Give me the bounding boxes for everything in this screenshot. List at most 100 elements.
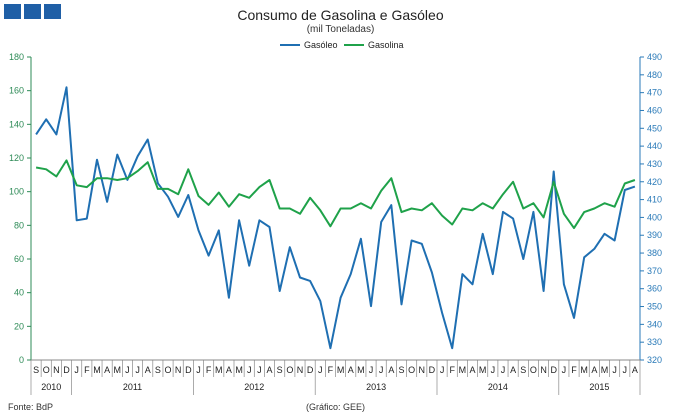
month-label: O	[530, 365, 537, 375]
year-label: 2012	[244, 382, 264, 392]
chart-subtitle: (mil Toneladas)	[306, 24, 375, 35]
month-label: S	[155, 365, 161, 375]
month-label: D	[429, 365, 436, 375]
month-label: N	[297, 365, 304, 375]
month-label: D	[185, 365, 192, 375]
right-tick-label: 390	[647, 230, 662, 240]
month-label: J	[196, 365, 201, 375]
left-tick-label: 100	[9, 187, 24, 197]
month-label: O	[408, 365, 415, 375]
month-label: F	[328, 365, 334, 375]
month-label: D	[550, 365, 557, 375]
month-label: M	[601, 365, 609, 375]
year-label: 2015	[589, 382, 609, 392]
right-tick-label: 450	[647, 123, 662, 133]
right-tick-label: 380	[647, 248, 662, 258]
left-tick-label: 40	[14, 288, 24, 298]
month-label: J	[257, 365, 262, 375]
month-label: J	[74, 365, 79, 375]
month-label: M	[215, 365, 223, 375]
right-tick-label: 340	[647, 319, 662, 329]
gasoleo-series-line	[35, 86, 636, 350]
month-label: J	[491, 365, 496, 375]
logo-square	[44, 4, 61, 19]
month-label: J	[379, 365, 384, 375]
month-label: A	[632, 365, 638, 375]
month-label: A	[104, 365, 110, 375]
right-tick-label: 490	[647, 52, 662, 62]
month-label: J	[562, 365, 567, 375]
month-label: M	[337, 365, 345, 375]
month-label: A	[348, 365, 354, 375]
right-tick-label: 480	[647, 70, 662, 80]
logo-square	[24, 4, 41, 19]
left-tick-label: 60	[14, 254, 24, 264]
right-tick-label: 350	[647, 302, 662, 312]
gasolina-series-line	[35, 159, 636, 230]
month-label: O	[286, 365, 293, 375]
right-tick-label: 460	[647, 105, 662, 115]
month-label: N	[175, 365, 182, 375]
legend-label: Gasolina	[368, 40, 404, 50]
left-tick-label: 180	[9, 52, 24, 62]
month-label: A	[510, 365, 516, 375]
year-label: 2013	[366, 382, 386, 392]
month-label: N	[419, 365, 426, 375]
legend-label: Gasóleo	[304, 40, 338, 50]
month-label: J	[623, 365, 628, 375]
right-tick-label: 410	[647, 195, 662, 205]
month-label: M	[479, 365, 487, 375]
month-label: S	[33, 365, 39, 375]
credit-note: (Gráfico: GEE)	[306, 402, 366, 412]
month-label: M	[459, 365, 467, 375]
month-label: J	[440, 365, 445, 375]
month-label: M	[93, 365, 101, 375]
right-tick-label: 360	[647, 284, 662, 294]
month-label: J	[369, 365, 374, 375]
right-tick-label: 440	[647, 141, 662, 151]
month-label: M	[580, 365, 588, 375]
month-label: J	[318, 365, 323, 375]
chart-title: Consumo de Gasolina e Gasóleo	[237, 7, 444, 23]
month-label: S	[398, 365, 404, 375]
right-tick-label: 420	[647, 177, 662, 187]
logo-square	[4, 4, 21, 19]
month-label: F	[449, 365, 455, 375]
month-label: M	[235, 365, 243, 375]
month-label: M	[357, 365, 365, 375]
month-label: S	[520, 365, 526, 375]
month-label: N	[540, 365, 547, 375]
left-tick-label: 0	[19, 355, 24, 365]
logo	[4, 4, 61, 19]
month-label: A	[470, 365, 476, 375]
month-label: A	[591, 365, 597, 375]
year-label: 2014	[488, 382, 508, 392]
left-tick-label: 160	[9, 86, 24, 96]
month-label: O	[43, 365, 50, 375]
month-label: D	[63, 365, 70, 375]
month-label: F	[84, 365, 90, 375]
right-tick-label: 330	[647, 337, 662, 347]
year-label: 2011	[123, 382, 142, 392]
month-label: S	[277, 365, 283, 375]
month-label: J	[247, 365, 252, 375]
left-tick-label: 20	[14, 321, 24, 331]
left-tick-label: 120	[9, 153, 24, 163]
month-label: D	[307, 365, 314, 375]
right-tick-label: 430	[647, 159, 662, 169]
right-tick-label: 470	[647, 88, 662, 98]
year-label: 2010	[41, 382, 61, 392]
month-label: J	[135, 365, 140, 375]
month-label: N	[53, 365, 60, 375]
month-label: J	[125, 365, 130, 375]
source-note: Fonte: BdP	[8, 402, 54, 412]
month-label: M	[114, 365, 122, 375]
right-tick-label: 320	[647, 355, 662, 365]
month-label: O	[165, 365, 172, 375]
month-label: F	[571, 365, 577, 375]
month-label: A	[388, 365, 394, 375]
month-label: A	[267, 365, 273, 375]
month-label: A	[145, 365, 151, 375]
month-label: F	[206, 365, 212, 375]
